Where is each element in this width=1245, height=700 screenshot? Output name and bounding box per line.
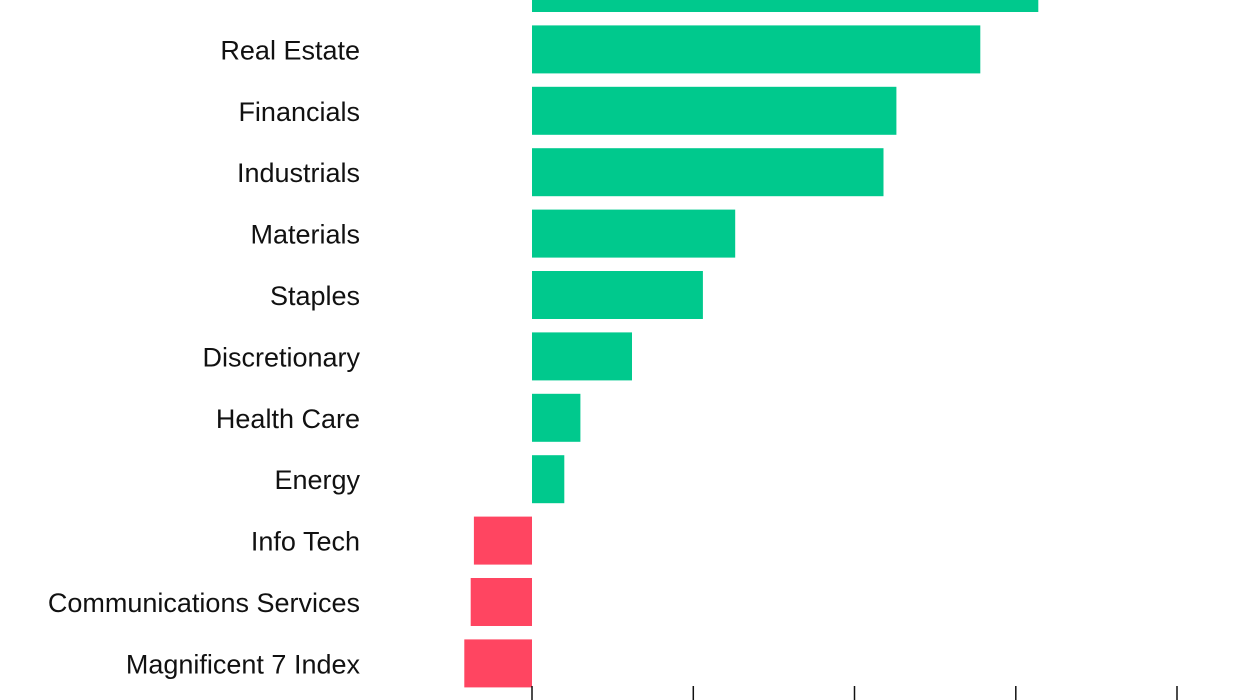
category-label: Info Tech — [251, 527, 360, 557]
category-label: Real Estate — [220, 35, 360, 65]
bar-staples — [532, 271, 703, 319]
x-axis — [531, 686, 1178, 700]
bar-materials — [532, 209, 736, 258]
bar-industrials — [532, 148, 884, 197]
bar-info-tech — [473, 516, 532, 565]
category-label: Materials — [250, 220, 360, 250]
category-label: Industrials — [237, 158, 360, 188]
category-label: Magnificent 7 Index — [126, 649, 361, 679]
category-label: Communications Services — [48, 588, 360, 618]
category-label: Staples — [270, 281, 360, 311]
category-label: Health Care — [216, 404, 360, 434]
category-label: Discretionary — [202, 342, 360, 372]
bar-discretionary — [532, 332, 632, 381]
bar-row-0 — [532, 0, 1039, 12]
bar-communications-services — [470, 578, 532, 626]
category-label: Financials — [238, 97, 360, 127]
bar-magnificent-7-index — [464, 639, 532, 688]
bar-energy — [532, 455, 565, 504]
category-label: Energy — [274, 465, 360, 495]
bar-health-care — [532, 393, 581, 442]
bars-group — [464, 0, 1039, 688]
category-labels-group: Real Estate Financials Industrials Material… — [48, 35, 361, 679]
bar-real-estate — [532, 25, 981, 74]
bar-financials — [532, 86, 897, 135]
